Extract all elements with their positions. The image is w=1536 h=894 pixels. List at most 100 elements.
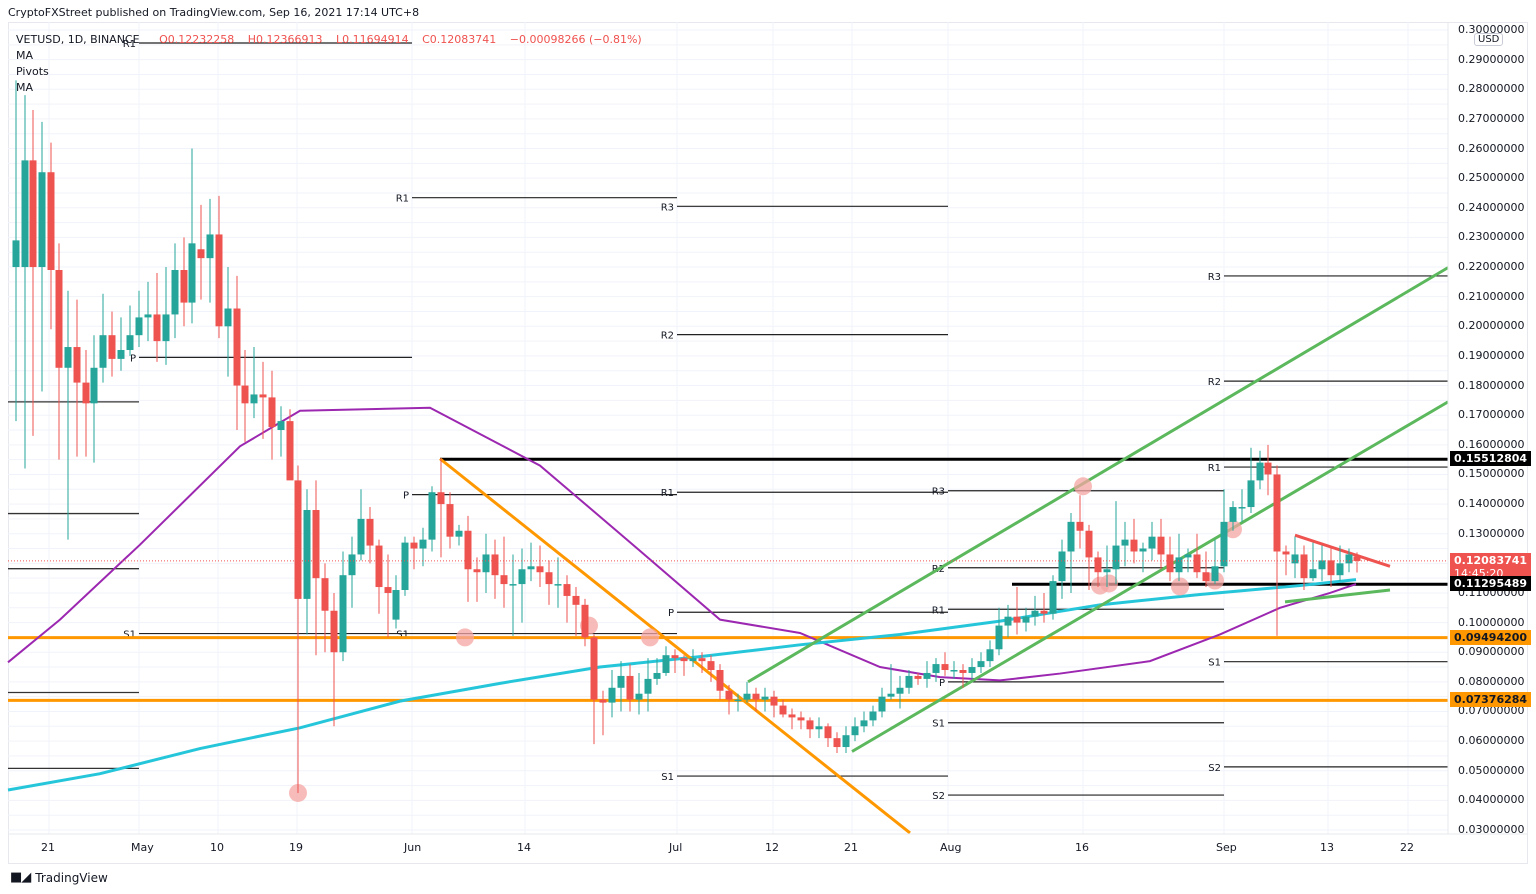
candle-body: [215, 234, 223, 327]
candle-body: [1193, 554, 1201, 573]
candle-body: [1309, 569, 1317, 579]
candle-body: [1013, 616, 1021, 623]
candle-body: [941, 664, 949, 671]
trendlines: [439, 266, 1449, 835]
candle-body: [366, 518, 374, 546]
high-value: H0.12366913: [247, 33, 323, 46]
low-value: L0.11694914: [335, 33, 409, 46]
candle-body: [1130, 539, 1138, 552]
candle-body: [599, 699, 607, 703]
candle-body: [491, 554, 499, 576]
symbol-label: VETUSD, 1D, BINANCE: [16, 33, 140, 46]
candle-body: [392, 590, 400, 620]
price-tick: 0.26000000: [1458, 141, 1525, 155]
candle-body: [206, 234, 214, 259]
change-value: −0.00098266 (−0.81%): [509, 33, 642, 46]
time-tick: 19: [289, 841, 303, 854]
candle-body: [509, 584, 517, 586]
indicator-pivots[interactable]: Pivots: [16, 65, 49, 78]
currency-badge[interactable]: USD: [1474, 33, 1504, 46]
price-tick: 0.13000000: [1458, 526, 1525, 540]
candle-body: [1353, 556, 1361, 561]
candle-body: [986, 649, 994, 662]
time-tick: 21: [844, 841, 858, 854]
candle-body: [518, 569, 526, 585]
candle-body: [1121, 539, 1129, 546]
candle-body: [1238, 507, 1246, 509]
candle-body: [788, 714, 796, 718]
pivot-label: P: [668, 608, 674, 619]
time-tick: 21: [41, 841, 55, 854]
candle-body: [1336, 563, 1344, 576]
candle-body: [1256, 462, 1264, 481]
time-tick: 22: [1400, 841, 1414, 854]
time-tick: 14: [517, 841, 531, 854]
footer-branding: ■◢ TradingView: [10, 870, 108, 885]
pivot-label: P: [403, 491, 409, 502]
candle-body: [224, 308, 232, 327]
candle-body: [743, 693, 751, 700]
candle-body: [108, 335, 116, 359]
candle-body: [384, 587, 392, 593]
candle-body: [188, 243, 196, 303]
candle-body: [82, 382, 90, 404]
candle-body: [1076, 521, 1084, 531]
pivot-label: R1: [123, 39, 136, 50]
touch-marker: [1171, 577, 1189, 596]
candle-body: [12, 240, 20, 268]
pivot-label: R2: [1208, 377, 1221, 388]
pivot-label: R1: [396, 194, 409, 205]
trendline: [1284, 588, 1391, 604]
time-tick: May: [131, 841, 154, 854]
candle-body: [1175, 557, 1183, 573]
price-tick: 0.22000000: [1458, 260, 1525, 274]
candle-body: [171, 270, 179, 315]
candle-body: [437, 492, 445, 505]
candle-body: [1148, 536, 1156, 549]
time-tick: 10: [210, 841, 224, 854]
candle-body: [1300, 554, 1308, 579]
candle-body: [135, 317, 143, 336]
touch-marker: [456, 628, 474, 647]
publish-line: CryptoFXStreet published on TradingView.…: [8, 6, 420, 19]
candle-body: [1112, 545, 1120, 570]
price-tick: 0.30000000: [1458, 23, 1525, 36]
candle-body: [824, 726, 832, 739]
candle-body: [1004, 616, 1012, 626]
pivot-label: R1: [1208, 463, 1221, 474]
candle-body: [1040, 610, 1048, 614]
indicator-ma-1[interactable]: MA: [16, 49, 34, 62]
price-tag: 0.15512804: [1450, 451, 1532, 467]
candle-body: [55, 270, 63, 368]
candle-body: [905, 675, 913, 688]
candle-body: [545, 572, 553, 585]
indicator-ma-2[interactable]: MA: [16, 81, 34, 94]
candle-body: [330, 610, 338, 653]
pivot-label: P: [939, 678, 945, 689]
candle-body: [770, 696, 778, 706]
price-tick: 0.24000000: [1458, 200, 1525, 214]
time-tick: Sep: [1216, 841, 1237, 854]
price-tick: 0.25000000: [1458, 171, 1525, 185]
touch-marker: [641, 628, 659, 647]
candle-body: [527, 566, 535, 570]
candle-body: [995, 625, 1003, 650]
time-tick: 13: [1320, 841, 1334, 854]
candle-body: [1049, 581, 1057, 614]
price-tick: 0.04000000: [1458, 793, 1525, 807]
pivot-label: S2: [1208, 763, 1221, 774]
time-tick: Jul: [669, 841, 683, 854]
candle-body: [500, 575, 508, 585]
candle-body: [99, 335, 107, 368]
candle-body: [923, 672, 931, 679]
close-value: C0.12083741: [422, 33, 497, 46]
candle-body: [590, 637, 598, 700]
pivot-levels: R1PS1R1PS1R3R2R1PS1R3R2R1PS1S2R3R2R1S1S2: [8, 39, 1448, 802]
candle-body: [1058, 551, 1066, 582]
price-tick: 0.15000000: [1458, 467, 1525, 481]
candle-body: [464, 530, 472, 570]
candle-body: [1022, 616, 1030, 623]
candle-body: [1318, 560, 1326, 570]
candle-body: [126, 335, 134, 351]
